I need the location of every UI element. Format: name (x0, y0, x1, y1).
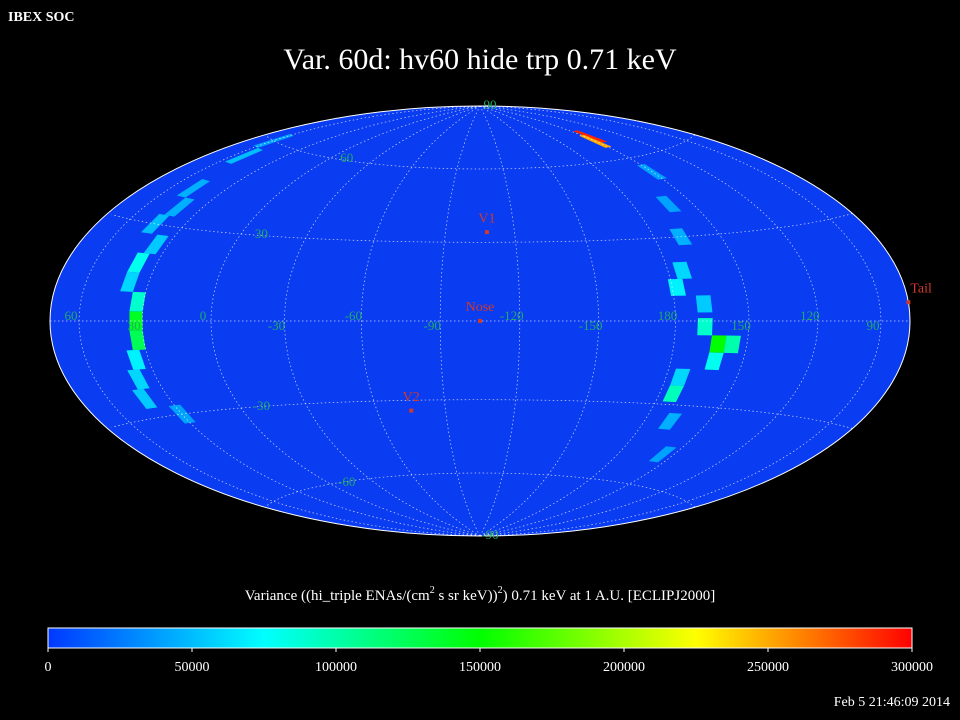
cell (695, 295, 713, 313)
cell (143, 234, 169, 255)
label-part: Variance ((hi_triple ENAs/(cm (245, 588, 430, 604)
point-label: V1 (478, 211, 495, 226)
parallel (266, 472, 696, 508)
lon-label: -120 (500, 308, 524, 323)
meridian (479, 106, 521, 536)
lon-label: -30 (268, 318, 285, 333)
colorbar-tick-label: 250000 (747, 660, 789, 675)
cell (120, 271, 140, 292)
cell (129, 291, 146, 312)
cell (126, 349, 146, 370)
lon-label: 120 (800, 308, 820, 323)
point-marker (906, 300, 911, 305)
parallel (266, 134, 696, 170)
cell (667, 278, 686, 296)
meridian (479, 106, 882, 536)
header: IBEX SOC (8, 10, 75, 25)
meridian (439, 106, 481, 536)
label-sup: 2 (498, 585, 503, 596)
lat-label: 30 (255, 226, 268, 241)
cell (573, 130, 608, 143)
colorbar-tick-label: 50000 (175, 660, 210, 675)
cell (697, 318, 713, 336)
colorbar-ticks: 0 50000 100000 150000 200000 250000 300000 (45, 648, 933, 675)
colorbar-tick-label: 200000 (603, 660, 645, 675)
colorbar-tick-label: 300000 (891, 660, 933, 675)
cell (127, 369, 150, 390)
label-part: ) 0.71 keV at 1 A.U. [ECLIPJ2000] (503, 588, 716, 604)
cell (648, 446, 677, 463)
colorbar-label: Variance ((hi_triple ENAs/(cm2 s sr keV)… (245, 585, 715, 604)
cell (129, 330, 146, 351)
lat-label: 90 (484, 97, 497, 112)
meridian (361, 106, 481, 536)
lon-label: 90 (866, 318, 879, 333)
lat-label: 60 (340, 150, 353, 165)
point-marker (409, 408, 414, 413)
point-label: Nose (466, 300, 495, 315)
point-label: Tail (910, 281, 932, 296)
chart-title: Var. 60d: hv60 hide trp 0.71 keV (283, 43, 677, 76)
colorbar-tick-label: 150000 (459, 660, 501, 675)
cell (176, 179, 210, 198)
lat-label: -30 (253, 398, 270, 413)
cell (655, 195, 682, 213)
meridian (284, 106, 481, 536)
lon-label: 30 (128, 318, 141, 333)
lon-label: 180 (658, 308, 678, 323)
cell (662, 385, 685, 403)
cell (164, 197, 195, 217)
cell (670, 368, 691, 386)
cell (141, 213, 170, 234)
cell (224, 147, 263, 164)
cell (672, 261, 693, 279)
lon-label: 0 (200, 308, 207, 323)
cell (129, 311, 143, 331)
cell (127, 252, 150, 273)
cell (658, 412, 683, 430)
label-sup: 2 (430, 585, 435, 596)
cell (709, 335, 727, 353)
lon-label: -90 (424, 318, 441, 333)
point-label: V2 (403, 390, 420, 405)
colorbar (47, 627, 913, 649)
lat-label: -60 (338, 474, 355, 489)
lon-label: -60 (345, 308, 362, 323)
colorbar-tick-label: 100000 (315, 660, 357, 675)
label-part: s sr keV)) (435, 588, 498, 604)
point-marker (484, 230, 489, 235)
lon-label: 150 (731, 318, 751, 333)
labels: 60 30 0 -30 -60 -90 -120 -150 180 150 120 90 90 60 30 -… (65, 97, 932, 542)
grid (50, 106, 910, 536)
timestamp: Feb 5 21:46:09 2014 (834, 695, 950, 710)
lon-label: -150 (579, 318, 603, 333)
lat-label: -90 (481, 527, 498, 542)
cell (704, 352, 724, 371)
lon-label: 60 (65, 308, 78, 323)
colorbar-tick-label: 0 (45, 660, 52, 675)
point-marker (478, 319, 482, 323)
cell (723, 335, 741, 354)
cell (132, 388, 158, 409)
